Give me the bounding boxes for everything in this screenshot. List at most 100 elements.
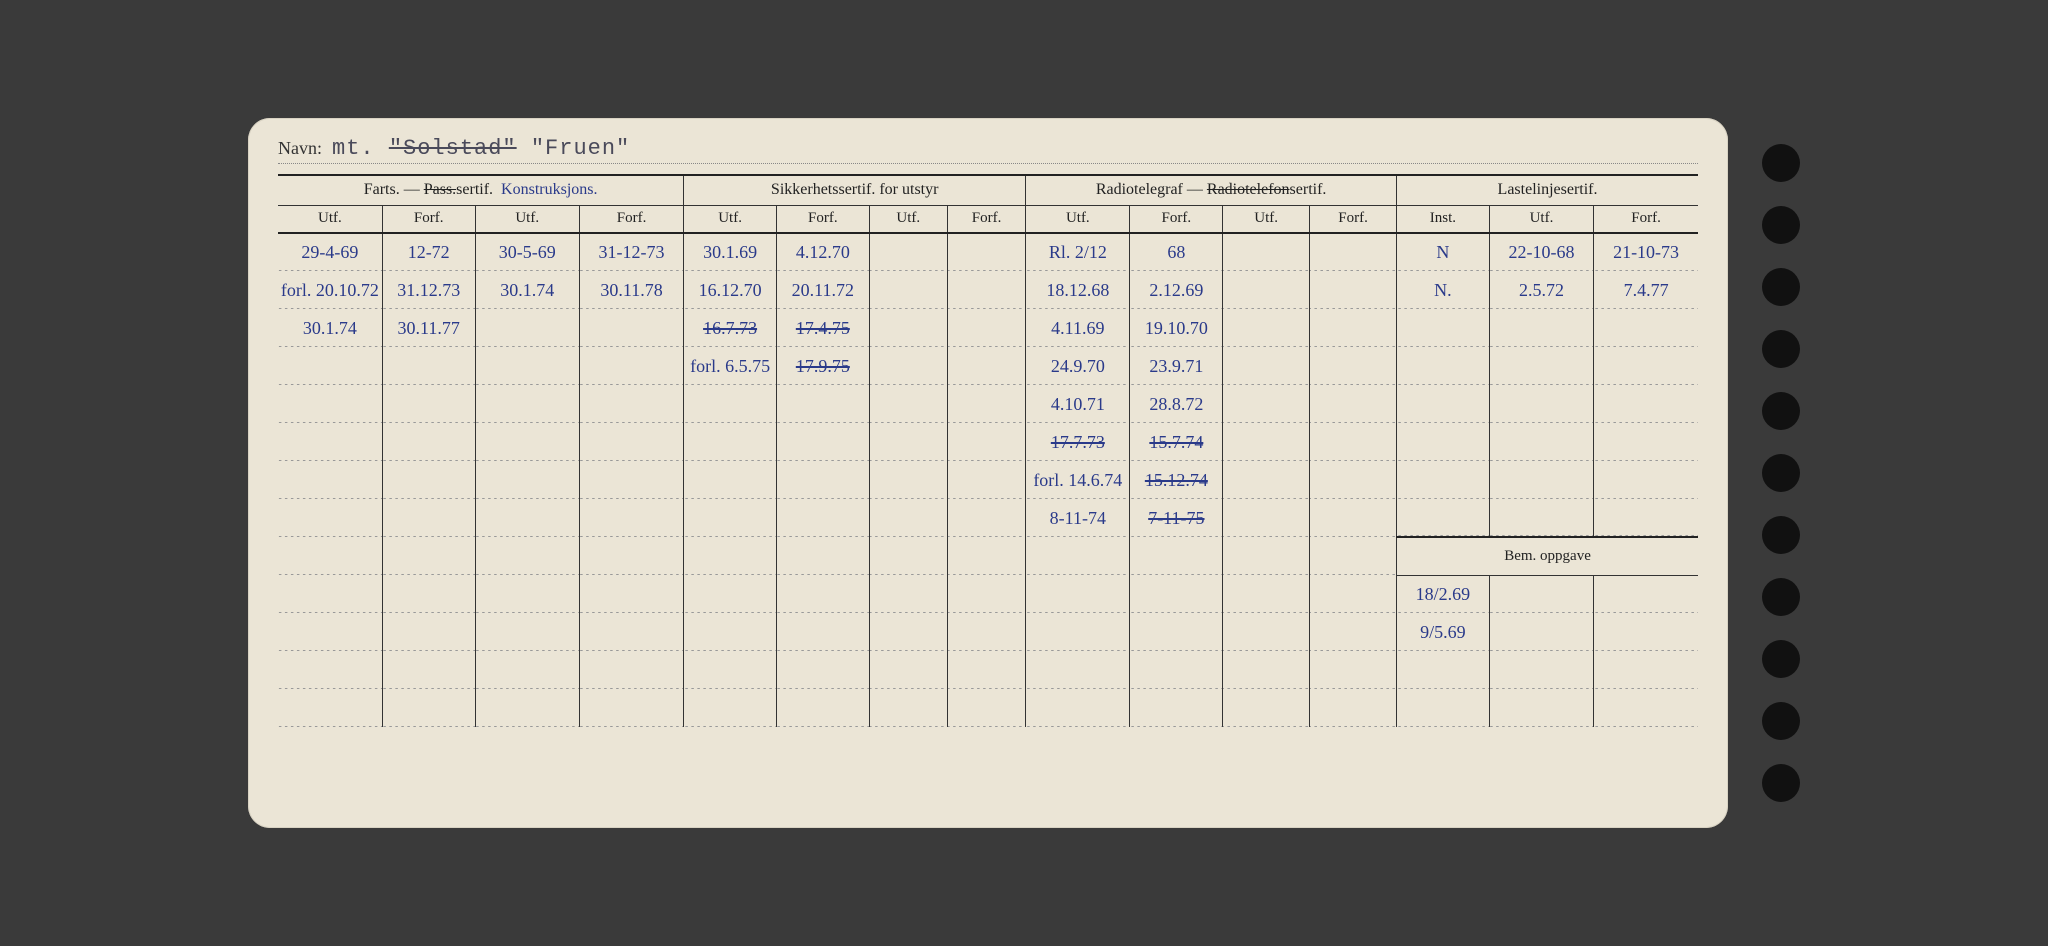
cell (1026, 689, 1130, 727)
cell (869, 271, 947, 309)
cell (1594, 499, 1698, 537)
cell (1397, 309, 1490, 347)
cell (869, 423, 947, 461)
cell: 9/5.69 (1397, 613, 1490, 651)
cell: 16.7.73 (684, 309, 777, 347)
cell (1310, 537, 1397, 575)
hole-icon (1762, 764, 1800, 802)
col-forf: Forf. (579, 205, 683, 233)
col-utf: Utf. (475, 205, 579, 233)
cell: 30.1.69 (684, 233, 777, 271)
cell (1310, 651, 1397, 689)
cell (1026, 613, 1130, 651)
col-utf: Utf. (1223, 205, 1310, 233)
cell (382, 689, 475, 727)
cell (1310, 385, 1397, 423)
cell (475, 689, 579, 727)
cell (1223, 423, 1310, 461)
cell (684, 385, 777, 423)
cell (1130, 537, 1223, 575)
cell (776, 651, 869, 689)
cell (869, 575, 947, 613)
cell (1223, 271, 1310, 309)
cell (947, 309, 1025, 347)
cell (382, 461, 475, 499)
cell (869, 347, 947, 385)
table-row (278, 651, 1698, 689)
col-forf: Forf. (1130, 205, 1223, 233)
hole-icon (1762, 702, 1800, 740)
cell (947, 461, 1025, 499)
cell (1310, 461, 1397, 499)
cell (1489, 309, 1593, 347)
col-forf: Forf. (776, 205, 869, 233)
cell (278, 347, 382, 385)
cell (1310, 309, 1397, 347)
cell (278, 461, 382, 499)
cell (1397, 461, 1490, 499)
cell (1489, 499, 1593, 537)
cell (947, 537, 1025, 575)
cell (1397, 651, 1490, 689)
cell: 30-5-69 (475, 233, 579, 271)
cell (1223, 385, 1310, 423)
cell: 18.12.68 (1026, 271, 1130, 309)
cell: 30.1.74 (278, 309, 382, 347)
cell: 2.12.69 (1130, 271, 1223, 309)
cell (1223, 499, 1310, 537)
hole-icon (1762, 144, 1800, 182)
col-forf: Forf. (947, 205, 1025, 233)
col-forf: Forf. (1310, 205, 1397, 233)
cell (1026, 575, 1130, 613)
cell (1223, 689, 1310, 727)
cell (947, 499, 1025, 537)
cell (382, 651, 475, 689)
cell (475, 651, 579, 689)
cell: N (1397, 233, 1490, 271)
cell (278, 575, 382, 613)
cell: 4.12.70 (776, 233, 869, 271)
cell (1130, 689, 1223, 727)
cell (1223, 537, 1310, 575)
cell (475, 575, 579, 613)
cell (1310, 613, 1397, 651)
table-row: 18/2.69 (278, 575, 1698, 613)
cell (1130, 575, 1223, 613)
cell (475, 461, 579, 499)
cell: 28.8.72 (1130, 385, 1223, 423)
cell (1223, 309, 1310, 347)
cell: 2.5.72 (1489, 271, 1593, 309)
cell (869, 613, 947, 651)
cell (869, 461, 947, 499)
cell (278, 423, 382, 461)
cell (869, 537, 947, 575)
cell (382, 537, 475, 575)
cell: 30.11.78 (579, 271, 683, 309)
cell: 18/2.69 (1397, 575, 1490, 613)
navn-prefix: mt. (332, 136, 375, 161)
cell (579, 499, 683, 537)
cell (1026, 651, 1130, 689)
cell (776, 385, 869, 423)
name-row: Navn: mt. "Solstad" "Fruen" (278, 136, 1698, 164)
group-sikkerhet: Sikkerhetssertif. for utstyr (684, 175, 1026, 205)
cell (579, 613, 683, 651)
cell (1130, 613, 1223, 651)
col-forf: Forf. (382, 205, 475, 233)
cell (1310, 233, 1397, 271)
group-radio: Radiotelegraf — Radiotelefonsertif. (1026, 175, 1397, 205)
cell (278, 537, 382, 575)
cell (684, 499, 777, 537)
cell: 4.10.71 (1026, 385, 1130, 423)
cell (869, 651, 947, 689)
cell (776, 537, 869, 575)
cell (869, 233, 947, 271)
cell (1310, 499, 1397, 537)
cell (684, 537, 777, 575)
cell: 12-72 (382, 233, 475, 271)
table-row: 30.1.7430.11.7716.7.7317.4.754.11.6919.1… (278, 309, 1698, 347)
cell: 31.12.73 (382, 271, 475, 309)
cell (869, 499, 947, 537)
cell (1130, 651, 1223, 689)
index-card: Navn: mt. "Solstad" "Fruen" Farts. — Pas… (248, 118, 1728, 828)
